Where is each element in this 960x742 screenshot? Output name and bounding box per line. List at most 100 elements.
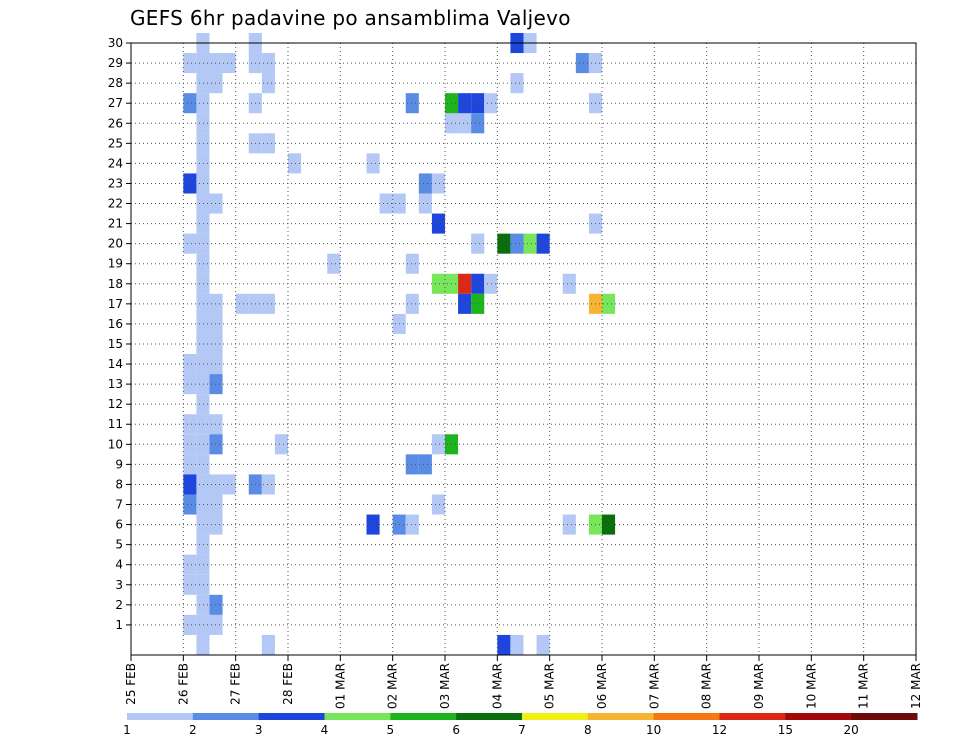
heatmap-cell [471,273,485,294]
heatmap-cell [575,53,589,74]
heatmap-cell [183,53,197,74]
heatmap-cell [209,53,223,74]
y-tick-label: 25 [108,136,123,150]
x-tick-label: 25 FEB [124,663,138,705]
heatmap-cell [196,414,210,435]
y-tick-label: 8 [115,477,123,491]
colorbar-swatch [127,713,194,720]
heatmap-cell [222,474,236,495]
colorbar-label: 3 [255,723,263,737]
y-tick-label: 27 [108,96,123,110]
colorbar-label: 20 [844,723,859,737]
heatmap-cell [379,193,393,214]
y-tick-label: 17 [108,297,123,311]
y-tick-label: 2 [115,598,123,612]
heatmap-cell [288,153,302,174]
y-tick-label: 15 [108,337,123,351]
colorbar-swatch [258,713,325,720]
colorbar-label: 4 [321,723,329,737]
colorbar-swatch [324,713,391,720]
colorbar-swatch [456,713,523,720]
heatmap-cell [261,53,275,74]
heatmap-cell [484,273,498,294]
colorbar-swatch [851,713,918,720]
heatmap-cell [562,273,576,294]
plot-frame [130,42,917,656]
colorbar-swatch [785,713,852,720]
heatmap-cell [209,193,223,214]
heatmap-cell [196,494,210,515]
heatmap-cell [183,374,197,395]
heatmap-cell [418,173,432,194]
heatmap-cell [471,233,485,254]
heatmap-cell [510,73,524,94]
colorbar-label: 5 [387,723,395,737]
heatmap-cell [418,193,432,214]
heatmap-cell [602,293,616,314]
y-tick-label: 4 [115,558,123,572]
heatmap-cell [183,454,197,475]
gridlines [131,42,916,655]
heatmap-cell [196,233,210,254]
y-tick-label: 14 [108,357,123,371]
heatmap-cell [196,554,210,575]
heatmap-cell [183,614,197,635]
heatmap-cell [196,594,210,615]
colorbar-label: 2 [189,723,197,737]
heatmap-cell [183,554,197,575]
x-tick-label: 09 MAR [752,663,766,709]
heatmap-cell [405,454,419,475]
heatmap-cell [209,333,223,355]
heatmap-cell [261,73,275,94]
heatmap-cell [196,173,210,194]
heatmap-cell [196,253,210,274]
heatmap-cell [405,93,419,114]
heatmap-cell [196,394,210,415]
heatmap-cell [471,93,485,114]
y-tick-label: 11 [108,417,123,431]
colorbar-label: 6 [452,723,460,737]
heatmap-cell [209,514,223,535]
colorbar-label: 10 [646,723,661,737]
heatmap-cell [235,293,249,314]
heatmap-cell [196,113,210,134]
heatmap-cell [418,454,432,475]
y-tick-label: 28 [108,76,123,90]
colorbar-label: 8 [584,723,592,737]
heatmap-cell [196,354,210,375]
heatmap-cell [405,514,419,535]
heatmap-cell [196,333,210,355]
heatmap-cell [209,434,223,455]
colorbar-label: 7 [518,723,526,737]
heatmap-cell [405,293,419,314]
y-tick-label: 30 [108,36,123,50]
heatmap-cell [209,374,223,395]
heatmap-cell [183,233,197,254]
y-tick-label: 13 [108,377,123,391]
heatmap-cell [405,253,419,274]
heatmap-cell [562,514,576,535]
colorbar-swatch [653,713,720,720]
heatmap-cell [196,273,210,294]
heatmap-cell [536,634,550,655]
x-tick-label: 04 MAR [490,663,504,709]
chart-title: GEFS 6hr padavine po ansamblima Valjevo [130,6,571,30]
heatmap-cell [196,614,210,635]
heatmap-cell [471,293,485,314]
colorbar-swatch [719,713,786,720]
x-tick-label: 28 FEB [281,663,295,705]
heatmap-cell [196,514,210,535]
y-tick-label: 19 [108,257,123,271]
y-tick-label: 10 [108,437,123,451]
y-tick-label: 1 [115,618,123,632]
x-tick-label: 26 FEB [176,663,190,705]
colorbar-swatch [522,713,589,720]
heatmap-cell [209,354,223,375]
heatmap-cell [222,53,236,74]
x-tick-label: 02 MAR [386,663,400,709]
y-tick-label: 5 [115,538,123,552]
heatmap-cell [196,574,210,595]
heatmap-cell [209,594,223,615]
heatmap-cell [196,193,210,214]
